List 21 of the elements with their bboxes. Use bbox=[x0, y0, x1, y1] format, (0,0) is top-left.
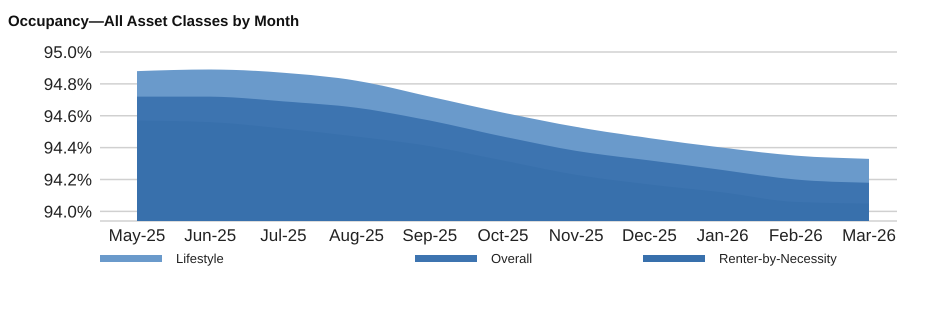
x-tick-label: Sep-25 bbox=[402, 226, 458, 246]
x-tick-label: Oct-25 bbox=[477, 226, 529, 246]
x-tick-label: Jun-25 bbox=[184, 226, 236, 246]
x-tick-label: Jan-26 bbox=[696, 226, 749, 246]
y-tick-label: 94.8% bbox=[44, 74, 92, 94]
legend-label: Lifestyle bbox=[176, 251, 224, 266]
x-tick-label: Feb-26 bbox=[768, 226, 823, 246]
x-tick-label: May-25 bbox=[108, 226, 166, 246]
y-tick-label: 94.0% bbox=[44, 202, 92, 222]
x-tick-label: Aug-25 bbox=[329, 226, 384, 246]
legend-label: Overall bbox=[491, 251, 532, 266]
y-tick-label: 94.6% bbox=[44, 106, 92, 126]
chart-title: Occupancy—All Asset Classes by Month bbox=[8, 12, 300, 32]
y-tick-label: 95.0% bbox=[44, 43, 92, 62]
legend-label: Renter-by-Necessity bbox=[719, 251, 837, 266]
x-tick-label: Nov-25 bbox=[548, 226, 604, 246]
y-tick-label: 94.4% bbox=[44, 138, 92, 158]
x-tick-label: Jul-25 bbox=[260, 226, 307, 246]
x-tick-label: Dec-25 bbox=[622, 226, 677, 246]
x-tick-label: Mar-26 bbox=[842, 226, 896, 246]
y-tick-label: 94.2% bbox=[44, 170, 92, 190]
